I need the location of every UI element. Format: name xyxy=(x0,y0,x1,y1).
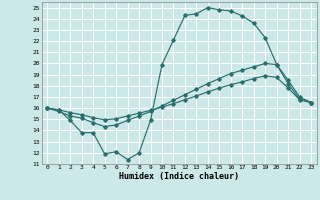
X-axis label: Humidex (Indice chaleur): Humidex (Indice chaleur) xyxy=(119,172,239,181)
